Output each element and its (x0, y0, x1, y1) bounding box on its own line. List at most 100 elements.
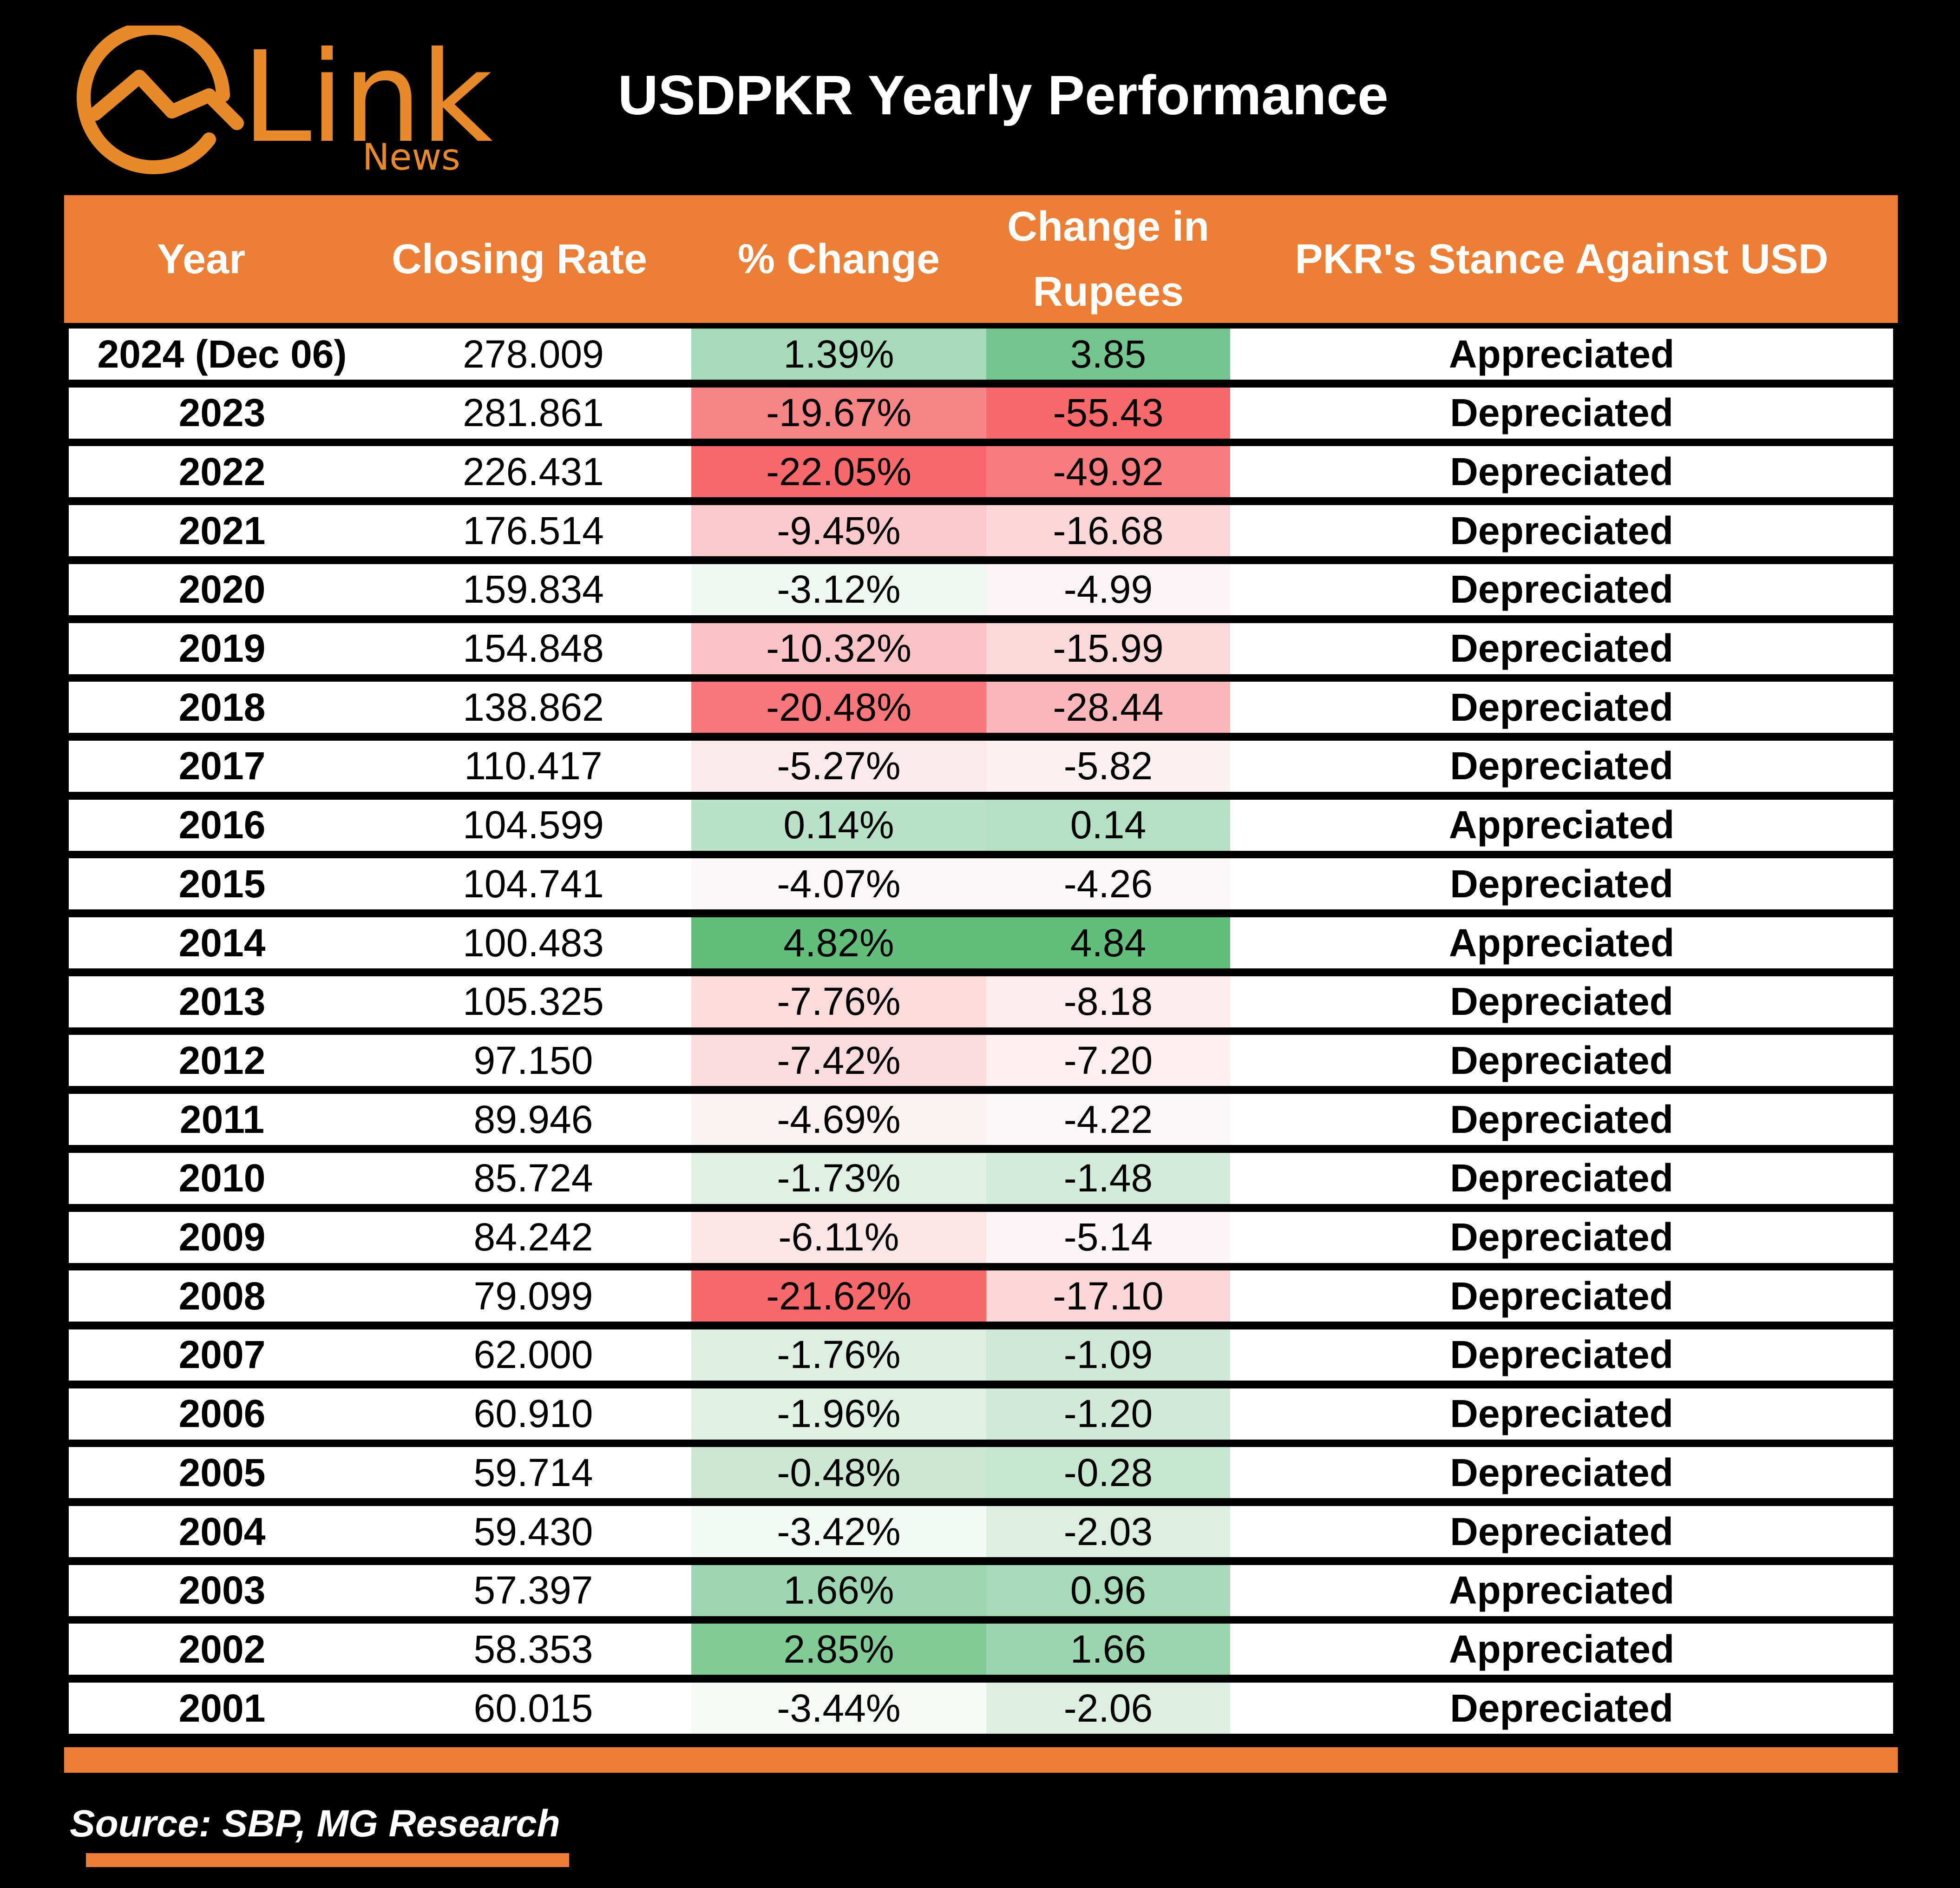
table-row: 2022 226.431 -22.05% -49.92 Depreciated (69, 446, 1893, 498)
year-cell: 2019 (178, 626, 266, 670)
pct-change-cell: -9.45% (691, 505, 986, 557)
linknews-logo: Link News (70, 24, 493, 179)
year-cell: 2017 (178, 744, 266, 788)
pct-change-cell: -7.76% (691, 976, 986, 1027)
year-cell: 2021 (178, 508, 266, 553)
stance-cell: Depreciated (1450, 508, 1673, 553)
closing-rate-cell: 79.099 (473, 1274, 593, 1318)
year-cell: 2008 (178, 1274, 266, 1318)
rupee-change-cell: -55.43 (986, 387, 1230, 439)
closing-rate-cell: 85.724 (473, 1156, 593, 1200)
table-row: 2013 105.325 -7.76% -8.18 Depreciated (69, 976, 1893, 1027)
table-row: 2019 154.848 -10.32% -15.99 Depreciated (69, 623, 1893, 674)
table-row: 2020 159.834 -3.12% -4.99 Depreciated (69, 564, 1893, 615)
table-row: 2008 79.099 -21.62% -17.10 Depreciated (69, 1270, 1893, 1322)
table-row: 2012 97.150 -7.42% -7.20 Depreciated (69, 1035, 1893, 1086)
logo-chart-icon (77, 26, 244, 174)
rupee-change-cell: 1.66 (986, 1624, 1230, 1675)
stance-cell: Depreciated (1450, 449, 1673, 493)
table-row: 2014 100.483 4.82% 4.84 Appreciated (69, 917, 1893, 968)
year-cell: 2005 (178, 1450, 266, 1494)
table-row: 2018 138.862 -20.48% -28.44 Depreciated (69, 682, 1893, 733)
year-cell: 2023 (178, 391, 266, 435)
pct-change-cell: -0.48% (691, 1447, 986, 1499)
table-row: 2004 59.430 -3.42% -2.03 Depreciated (69, 1506, 1893, 1557)
year-cell: 2020 (178, 567, 266, 612)
closing-rate-cell: 59.430 (473, 1509, 593, 1553)
table-row: 2024 (Dec 06) 278.009 1.39% 3.85 Appreciated (69, 329, 1893, 380)
closing-rate-cell: 138.862 (463, 685, 604, 729)
header: Link News USDPKR Yearly Performance (0, 0, 1960, 193)
stance-cell: Depreciated (1450, 1450, 1673, 1494)
closing-rate-cell: 104.741 (463, 862, 604, 906)
stance-cell: Appreciated (1449, 921, 1675, 965)
year-cell: 2024 (Dec 06) (97, 332, 347, 376)
closing-rate-cell: 278.009 (463, 332, 604, 376)
year-cell: 2012 (178, 1038, 266, 1082)
header-pct-change: % Change (737, 236, 940, 283)
pct-change-cell: 1.66% (691, 1565, 986, 1616)
table-row: 2021 176.514 -9.45% -16.68 Depreciated (69, 505, 1893, 557)
closing-rate-cell: 59.714 (473, 1450, 593, 1494)
rupee-change-cell: -2.06 (986, 1683, 1230, 1734)
closing-rate-cell: 281.861 (463, 391, 604, 435)
closing-rate-cell: 159.834 (463, 567, 604, 612)
rupee-change-cell: -0.28 (986, 1447, 1230, 1499)
rupee-change-cell: -5.14 (986, 1211, 1230, 1263)
rupee-change-cell: -1.20 (986, 1388, 1230, 1440)
table-row: 2011 89.946 -4.69% -4.22 Depreciated (69, 1094, 1893, 1145)
source-underline (86, 1853, 569, 1867)
table-row: 2009 84.242 -6.11% -5.14 Depreciated (69, 1211, 1893, 1263)
rupee-change-cell: -2.03 (986, 1506, 1230, 1557)
table-row: 2005 59.714 -0.48% -0.28 Depreciated (69, 1447, 1893, 1499)
year-cell: 2015 (178, 862, 266, 906)
stance-cell: Depreciated (1450, 1156, 1673, 1200)
rupee-change-cell: -4.22 (986, 1094, 1230, 1145)
rupee-change-cell: 0.14 (986, 799, 1230, 851)
closing-rate-cell: 105.325 (463, 980, 604, 1024)
table-row: 2015 104.741 -4.07% -4.26 Depreciated (69, 858, 1893, 910)
rupee-change-cell: -1.09 (986, 1329, 1230, 1381)
closing-rate-cell: 100.483 (463, 921, 604, 965)
logo-wordmark: Link (242, 24, 493, 171)
year-cell: 2009 (178, 1215, 266, 1259)
stance-cell: Depreciated (1450, 744, 1673, 788)
rupee-change-cell: -28.44 (986, 682, 1230, 733)
stance-cell: Depreciated (1450, 862, 1673, 906)
stance-cell: Depreciated (1450, 391, 1673, 435)
year-cell: 2018 (178, 685, 266, 729)
closing-rate-cell: 97.150 (473, 1038, 593, 1082)
stance-cell: Depreciated (1450, 567, 1673, 612)
stance-cell: Depreciated (1450, 1392, 1673, 1436)
stance-cell: Depreciated (1450, 1038, 1673, 1082)
table-row: 2001 60.015 -3.44% -2.06 Depreciated (69, 1683, 1893, 1734)
rupee-change-cell: -49.92 (986, 446, 1230, 498)
closing-rate-cell: 176.514 (463, 508, 604, 553)
closing-rate-cell: 60.015 (473, 1686, 593, 1730)
table-row: 2010 85.724 -1.73% -1.48 Depreciated (69, 1152, 1893, 1204)
rupee-change-cell: -1.48 (986, 1152, 1230, 1204)
year-cell: 2004 (178, 1509, 266, 1553)
header-closing-rate: Closing Rate (391, 236, 648, 283)
rupee-change-cell: 4.84 (986, 917, 1230, 968)
table-header: Year Closing Rate % Change Change in Rup… (64, 195, 1898, 323)
rupee-change-cell: -4.99 (986, 564, 1230, 615)
pct-change-cell: -7.42% (691, 1035, 986, 1086)
closing-rate-cell: 89.946 (473, 1097, 593, 1141)
stance-cell: Appreciated (1449, 803, 1675, 847)
stance-cell: Appreciated (1449, 1627, 1675, 1671)
table-row: 2002 58.353 2.85% 1.66 Appreciated (69, 1624, 1893, 1675)
table-row: 2007 62.000 -1.76% -1.09 Depreciated (69, 1329, 1893, 1381)
pct-change-cell: -10.32% (691, 623, 986, 674)
rupee-change-cell: -4.26 (986, 858, 1230, 910)
closing-rate-cell: 60.910 (473, 1392, 593, 1436)
rupee-change-cell: -7.20 (986, 1035, 1230, 1086)
pct-change-cell: -3.12% (691, 564, 986, 615)
closing-rate-cell: 226.431 (463, 449, 604, 493)
pct-change-cell: -1.73% (691, 1152, 986, 1204)
table-row: 2003 57.397 1.66% 0.96 Appreciated (69, 1565, 1893, 1616)
stance-cell: Appreciated (1449, 332, 1675, 376)
stance-cell: Depreciated (1450, 1097, 1673, 1141)
page-title: USDPKR Yearly Performance (618, 64, 1389, 126)
pct-change-cell: -3.42% (691, 1506, 986, 1557)
